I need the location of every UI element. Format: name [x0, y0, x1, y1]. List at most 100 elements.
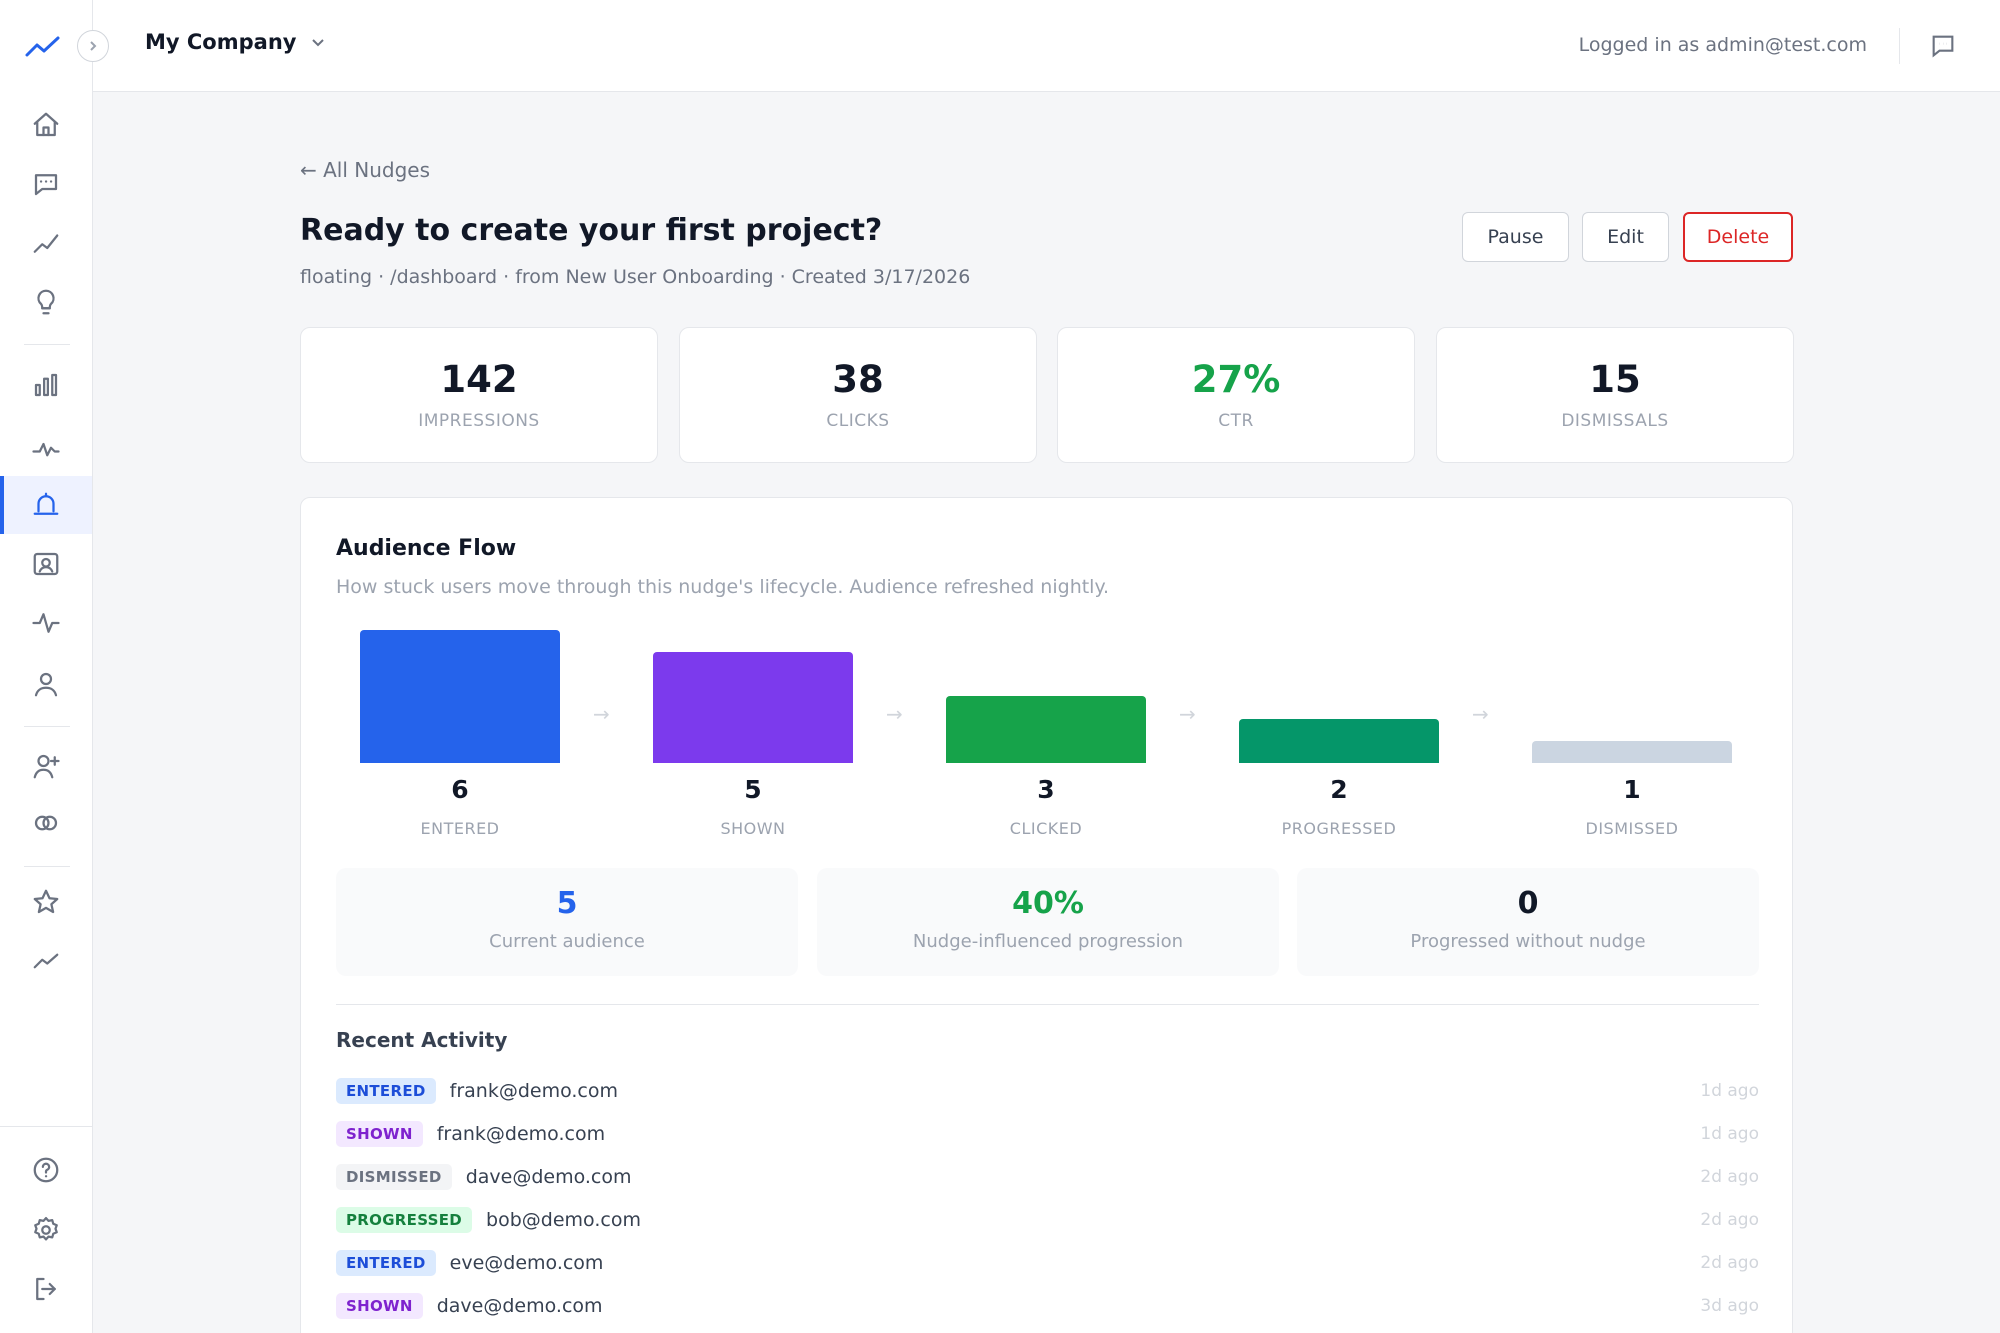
- funnel-value: 5: [744, 775, 762, 804]
- activity-row: DISMISSED dave@demo.com 2d ago: [336, 1162, 1759, 1192]
- activity-row: SHOWN dave@demo.com 3d ago: [336, 1291, 1759, 1321]
- section-divider: [336, 1004, 1759, 1005]
- delete-button[interactable]: Delete: [1683, 212, 1793, 262]
- funnel-arrow-icon: →: [1472, 702, 1489, 726]
- activity-email: bob@demo.com: [486, 1209, 641, 1231]
- kpi-progressed-without-nudge: 0 Progressed without nudge: [1297, 868, 1759, 976]
- stat-value: 15: [1589, 358, 1641, 401]
- trend-icon: [33, 234, 59, 253]
- sidebar-item-home[interactable]: [0, 96, 92, 154]
- message-icon: [1932, 35, 1954, 58]
- settings-icon: [34, 1217, 58, 1241]
- user-icon: [34, 672, 58, 697]
- header-divider: [1899, 28, 1900, 64]
- kpi-label: Progressed without nudge: [1410, 931, 1646, 952]
- sidebar-item-contacts[interactable]: [0, 535, 92, 593]
- activity-row: ENTERED frank@demo.com 1d ago: [336, 1076, 1759, 1106]
- pause-button[interactable]: Pause: [1462, 212, 1569, 262]
- stat-card-impressions: 142 IMPRESSIONS: [300, 327, 658, 463]
- stat-value: 27%: [1191, 358, 1281, 401]
- activity-row: SHOWN frank@demo.com 1d ago: [336, 1119, 1759, 1149]
- user-add-icon: [33, 754, 60, 779]
- panel-subtitle: How stuck users move through this nudge'…: [336, 576, 1110, 598]
- status-badge: ENTERED: [336, 1078, 436, 1104]
- chevron-right-icon: [90, 41, 97, 51]
- activity-timestamp: 3d ago: [1700, 1296, 1759, 1316]
- company-name: My Company: [145, 30, 297, 54]
- sidebar-item-growth[interactable]: [0, 932, 92, 990]
- status-badge: DISMISSED: [336, 1164, 452, 1190]
- back-link[interactable]: ← All Nudges: [300, 158, 431, 182]
- funnel-arrow-icon: →: [593, 702, 610, 726]
- funnel-value: 3: [1037, 775, 1055, 804]
- sidebar-item-integrations[interactable]: [0, 794, 92, 852]
- bar-chart-icon: [34, 373, 58, 397]
- funnel-value: 6: [451, 775, 469, 804]
- bell-icon: [33, 492, 59, 515]
- sidebar-item-nudges[interactable]: [0, 476, 92, 534]
- funnel-label: PROGRESSED: [1281, 819, 1397, 838]
- sidebar-item-logout[interactable]: [0, 1260, 92, 1318]
- star-icon: [33, 889, 59, 914]
- sidebar-divider: [24, 344, 70, 345]
- funnel-value: 2: [1330, 775, 1348, 804]
- help-icon: [33, 1157, 59, 1183]
- stat-value: 38: [832, 358, 884, 401]
- activity-email: dave@demo.com: [436, 1295, 603, 1317]
- sidebar-item-help[interactable]: [0, 1141, 92, 1199]
- company-switcher[interactable]: My Company: [145, 30, 326, 54]
- stat-card-dismissals: 15 DISMISSALS: [1436, 327, 1794, 463]
- funnel-label: ENTERED: [420, 819, 500, 838]
- status-badge: SHOWN: [336, 1293, 423, 1319]
- kpi-value: 0: [1517, 886, 1539, 921]
- sidebar-collapse-button[interactable]: [77, 30, 109, 62]
- activity-row: PROGRESSED bob@demo.com 2d ago: [336, 1205, 1759, 1235]
- contact-card-icon: [33, 552, 59, 576]
- status-badge: SHOWN: [336, 1121, 423, 1147]
- sidebar-item-users[interactable]: [0, 655, 92, 713]
- home-icon: [33, 112, 59, 137]
- status-badge: ENTERED: [336, 1250, 436, 1276]
- funnel-label: SHOWN: [720, 819, 786, 838]
- sidebar-divider: [24, 866, 70, 867]
- sidebar-item-analytics[interactable]: [0, 356, 92, 414]
- audience-flow-panel: Audience Flow How stuck users move throu…: [300, 497, 1793, 1333]
- activity-icon: [32, 613, 60, 633]
- sidebar-item-ideas[interactable]: [0, 273, 92, 331]
- sidebar-item-pulse[interactable]: [0, 420, 92, 478]
- stat-label: CLICKS: [826, 411, 890, 431]
- funnel-bar-progressed: [1239, 719, 1439, 763]
- funnel-label: DISMISSED: [1585, 819, 1679, 838]
- sidebar-item-invite[interactable]: [0, 737, 92, 795]
- logo-icon[interactable]: [24, 33, 62, 61]
- stat-card-clicks: 38 CLICKS: [679, 327, 1037, 463]
- sidebar-divider: [0, 1126, 92, 1127]
- sidebar-item-settings[interactable]: [0, 1201, 92, 1259]
- kpi-nudge-progression: 40% Nudge-influenced progression: [817, 868, 1279, 976]
- logged-in-label: Logged in as admin@test.com: [1578, 34, 1867, 56]
- stat-value: 142: [440, 358, 518, 401]
- activity-email: frank@demo.com: [449, 1080, 618, 1102]
- lightbulb-icon: [37, 289, 55, 315]
- kpi-value: 40%: [1012, 886, 1084, 921]
- sidebar-divider: [24, 726, 70, 727]
- funnel-bar-clicked: [946, 696, 1146, 763]
- status-badge: PROGRESSED: [336, 1207, 473, 1233]
- feedback-button[interactable]: [1929, 32, 1957, 60]
- stat-label: CTR: [1218, 411, 1254, 431]
- edit-button[interactable]: Edit: [1582, 212, 1669, 262]
- kpi-label: Nudge-influenced progression: [912, 931, 1184, 952]
- activity-row: ENTERED eve@demo.com 2d ago: [336, 1248, 1759, 1278]
- kpi-current-audience: 5 Current audience: [336, 868, 798, 976]
- stat-label: IMPRESSIONS: [418, 411, 540, 431]
- sidebar-item-activity[interactable]: [0, 594, 92, 652]
- logout-icon: [36, 1277, 56, 1301]
- activity-timestamp: 1d ago: [1700, 1081, 1759, 1101]
- activity-timestamp: 2d ago: [1700, 1210, 1759, 1230]
- sidebar-item-favorites[interactable]: [0, 873, 92, 931]
- activity-timestamp: 2d ago: [1700, 1167, 1759, 1187]
- sidebar-item-trends[interactable]: [0, 214, 92, 272]
- nudge-meta: floating · /dashboard · from New User On…: [300, 266, 971, 288]
- funnel-label: CLICKED: [1009, 819, 1083, 838]
- sidebar-item-messages[interactable]: [0, 155, 92, 213]
